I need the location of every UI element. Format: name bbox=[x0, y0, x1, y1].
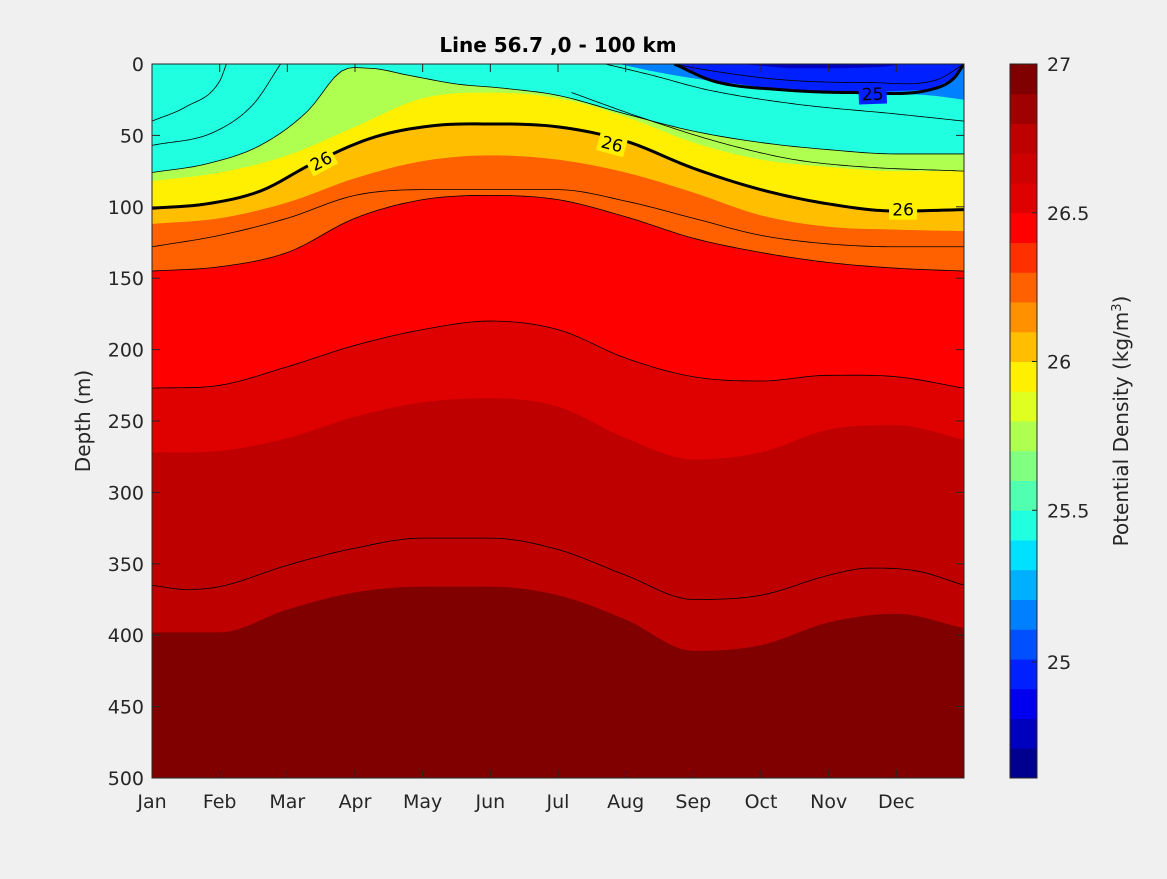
isopycnal-line bbox=[673, 64, 964, 96]
colorbar-swatch bbox=[1010, 242, 1037, 273]
colorbar: 27 26.5 26 25.5 25 Potential Density (kg/m3) bbox=[1009, 54, 1133, 779]
colorbar-swatch bbox=[1010, 480, 1037, 511]
y-tick-label: 250 bbox=[108, 411, 144, 433]
colorbar-swatch bbox=[1010, 123, 1037, 154]
isopycnal-line bbox=[152, 64, 281, 146]
colorbar-swatch bbox=[1010, 64, 1037, 95]
colorbar-swatch bbox=[1010, 361, 1037, 392]
colorbar-swatch bbox=[1010, 748, 1037, 779]
colorbar-swatch bbox=[1010, 421, 1037, 452]
colorbar-swatch bbox=[1010, 183, 1037, 214]
y-tick-label: 200 bbox=[108, 340, 144, 362]
colorbar-swatch bbox=[1010, 629, 1037, 660]
colorbar-swatch bbox=[1010, 302, 1037, 333]
isopycnal-line bbox=[152, 122, 964, 213]
x-tick-label: Nov bbox=[810, 791, 847, 813]
isopycnal-line bbox=[152, 64, 227, 122]
contour-lines bbox=[152, 64, 964, 600]
isopycnal-line bbox=[672, 64, 964, 85]
colorbar-swatch bbox=[1010, 212, 1037, 243]
colorbar-swatch bbox=[1010, 569, 1037, 600]
y-tick-label: 100 bbox=[108, 197, 144, 219]
x-tick-label: Mar bbox=[269, 791, 305, 813]
isopycnal-line bbox=[152, 194, 964, 272]
isopycnal-line bbox=[605, 64, 964, 122]
colorbar-tick-label: 26.5 bbox=[1047, 203, 1089, 225]
colorbar-frame bbox=[1009, 63, 1038, 779]
isopycnal-line bbox=[152, 189, 964, 248]
core-band bbox=[740, 64, 904, 69]
colorbar-tick-label: 27 bbox=[1047, 54, 1071, 76]
colorbar-tick-label: 26 bbox=[1047, 352, 1071, 374]
x-axis: Jan Feb Mar Apr May Jun Jul Aug Sep Oct Nov Dec bbox=[136, 64, 915, 813]
y-tick-label: 500 bbox=[108, 768, 144, 790]
contour-fills bbox=[152, 64, 964, 778]
y-tick-label: 450 bbox=[108, 697, 144, 719]
colorbar-swatch bbox=[1010, 659, 1037, 690]
chart-title: Line 56.7 ,0 - 100 km bbox=[439, 33, 676, 57]
cold-band-west bbox=[152, 64, 355, 159]
isopycnal-line bbox=[571, 92, 964, 172]
colorbar-swatch bbox=[1010, 272, 1037, 303]
y-tick-label: 400 bbox=[108, 625, 144, 647]
core-band bbox=[706, 64, 944, 77]
x-tick-label: May bbox=[403, 791, 442, 813]
y-tick-label: 350 bbox=[108, 554, 144, 576]
colorbar-swatch bbox=[1010, 510, 1037, 541]
y-axis: 0 50 100 150 200 250 300 350 400 450 500 Depth (m) bbox=[71, 54, 964, 790]
x-tick-label: Sep bbox=[675, 791, 711, 813]
x-tick-label: Apr bbox=[339, 791, 372, 813]
y-tick-label: 150 bbox=[108, 268, 144, 290]
colorbar-swatch bbox=[1010, 540, 1037, 571]
x-tick-label: Aug bbox=[607, 791, 644, 813]
x-tick-label: Jun bbox=[474, 791, 505, 813]
x-tick-label: Dec bbox=[878, 791, 915, 813]
colorbar-swatch bbox=[1010, 331, 1037, 362]
x-tick-label: Jul bbox=[546, 791, 570, 813]
y-tick-label: 50 bbox=[120, 125, 144, 147]
y-axis-label: Depth (m) bbox=[71, 370, 95, 472]
colorbar-tick-label: 25 bbox=[1047, 652, 1071, 674]
colorbar-swatch bbox=[1010, 688, 1037, 719]
isopycnal-line bbox=[152, 537, 964, 600]
x-tick-label: Feb bbox=[203, 791, 237, 813]
contour-label: 25 bbox=[862, 85, 884, 106]
deep-band bbox=[152, 692, 964, 778]
colorbar-swatch bbox=[1010, 153, 1037, 184]
isopycnal-line bbox=[152, 67, 964, 173]
colorbar-swatch bbox=[1010, 391, 1037, 422]
y-tick-label: 0 bbox=[132, 54, 144, 76]
contour-label: 26 bbox=[892, 201, 914, 221]
isopycnal-line bbox=[152, 320, 964, 389]
colorbar-tick-label: 25.5 bbox=[1047, 500, 1089, 522]
colorbar-swatch bbox=[1010, 718, 1037, 749]
colorbar-swatch bbox=[1010, 450, 1037, 481]
x-tick-label: Oct bbox=[745, 791, 778, 813]
x-tick-label: Jan bbox=[136, 791, 166, 813]
y-tick-label: 300 bbox=[108, 482, 144, 504]
colorbar-swatch bbox=[1010, 93, 1037, 124]
colorbar-label: Potential Density (kg/m3) bbox=[1109, 296, 1133, 547]
colorbar-swatch bbox=[1010, 599, 1037, 630]
